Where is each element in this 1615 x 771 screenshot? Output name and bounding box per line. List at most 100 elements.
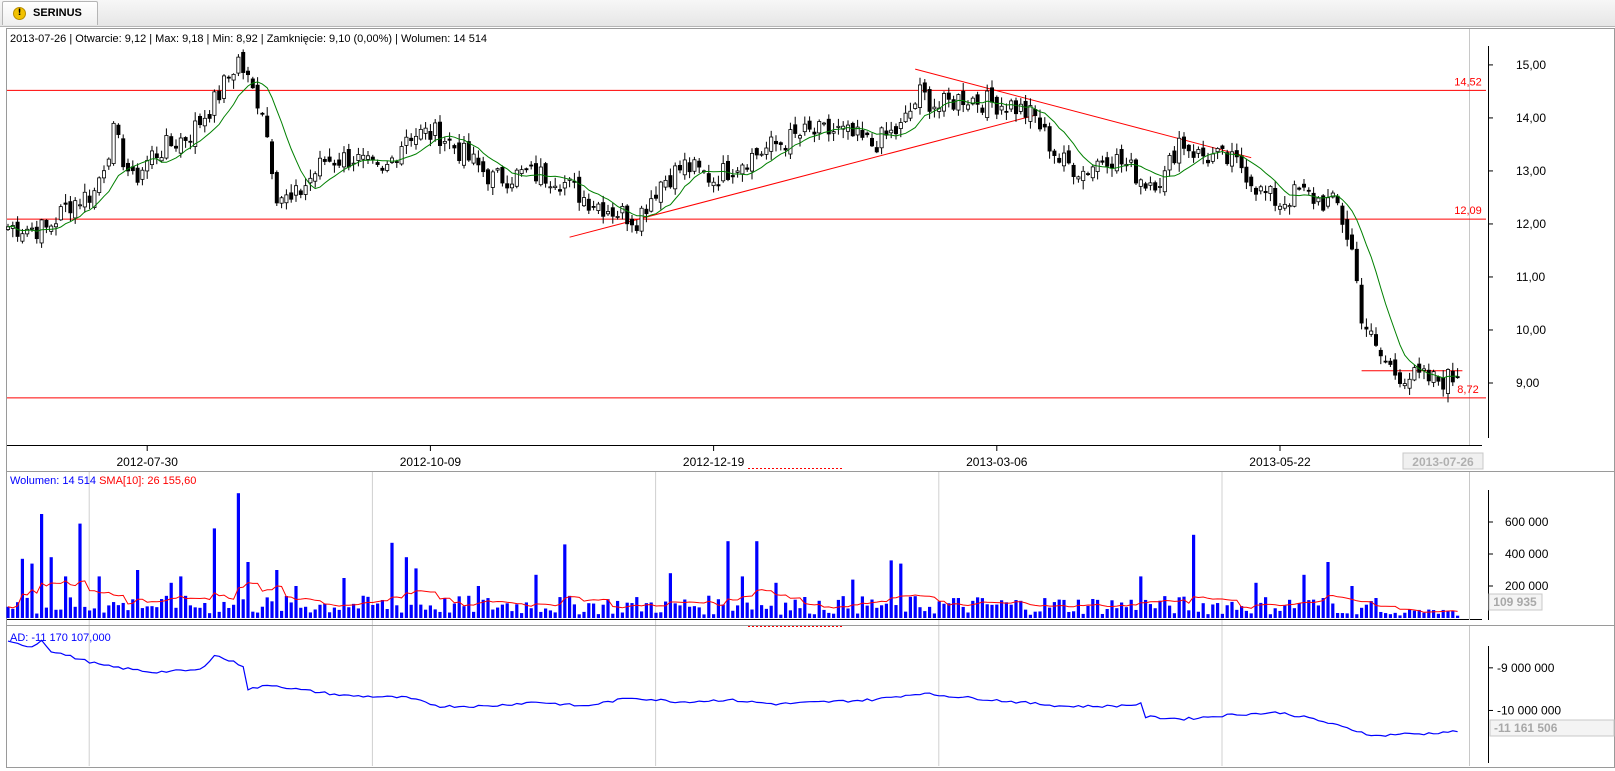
candle-body (711, 181, 716, 187)
volume-bar (769, 605, 773, 618)
candle-body (145, 160, 150, 172)
volume-bar (347, 607, 351, 618)
volume-bar (337, 609, 341, 618)
candle-body (1302, 183, 1307, 188)
ad-last-label: -11 161 506 (1494, 721, 1558, 735)
volume-bar (553, 612, 557, 618)
candle-body (231, 73, 236, 81)
volume-bar (865, 605, 869, 618)
candle-body (428, 131, 433, 140)
candle-body (961, 90, 966, 106)
volume-bar (1249, 613, 1253, 618)
candle-body (639, 207, 644, 232)
candle-body (346, 149, 351, 168)
volume-bar (356, 608, 360, 618)
candle-body (485, 169, 490, 185)
candle-body (1153, 182, 1158, 191)
volume-bar (688, 606, 692, 618)
volume-bar (1446, 610, 1450, 618)
candle-body (1297, 187, 1302, 190)
volume-bar (16, 602, 20, 618)
volume-bar (1048, 607, 1052, 618)
candle-body (509, 183, 514, 189)
volume-bar (1283, 605, 1287, 618)
date-tick-label: 2012-12-19 (683, 455, 745, 469)
volume-bar (496, 607, 500, 618)
volume-bar (198, 607, 202, 618)
candle-body (812, 131, 817, 135)
volume-bar (222, 601, 226, 618)
volume-bar (1028, 614, 1032, 618)
volume-legend: Wolumen: 14 514 SMA[10]: 26 155,60 (10, 475, 196, 487)
volume-bar (83, 606, 87, 618)
volume-bar (212, 528, 216, 618)
volume-last-label: 109 935 (1493, 595, 1537, 609)
tab-serinus[interactable]: ! SERINUS (2, 1, 98, 25)
candle-body (1350, 234, 1355, 250)
volume-bar (894, 605, 898, 618)
candle-body (337, 159, 342, 166)
candle-body (29, 227, 34, 230)
volume-bar (49, 557, 53, 618)
volume-bar (1451, 610, 1455, 618)
candle-body (44, 219, 49, 228)
volume-bar (1355, 614, 1359, 618)
candle-body (855, 126, 860, 136)
candle-body (54, 223, 59, 228)
volume-bar (1139, 576, 1143, 618)
candle-body (1383, 360, 1388, 363)
volume-bar (702, 614, 706, 618)
volume-bar (11, 608, 15, 618)
volume-bar (150, 606, 154, 618)
candle-body (1345, 219, 1350, 240)
candle-body (1167, 155, 1172, 171)
candle-body (524, 168, 529, 171)
volume-bar (1168, 605, 1172, 618)
date-axis: 2013-07-26 2012-07-30 2012-10-09 2012-12-1… (88, 445, 1484, 766)
volume-bar (745, 602, 749, 618)
candle-body (327, 156, 332, 162)
candle-body (404, 136, 409, 146)
candle-body (173, 145, 178, 149)
volume-bar (1225, 605, 1229, 618)
volume-bar (169, 582, 173, 618)
volume-bar (1216, 603, 1220, 618)
volume-bar (707, 595, 711, 618)
ad-last-box (1489, 719, 1615, 737)
candle-body (932, 106, 937, 110)
volume-bar (1100, 613, 1104, 618)
volume-bar (1288, 599, 1292, 618)
volume-bar (361, 595, 365, 618)
info-min: Min: 8,92 (212, 33, 257, 45)
volume-bar (515, 604, 519, 618)
candle-body (1105, 157, 1110, 167)
volume-bar (1110, 600, 1114, 618)
volume-bar (870, 599, 874, 618)
stock-chart[interactable]: 14,52 12,09 8,72 15,00 14,00 13,00 12,00 11,00… (5, 28, 1615, 768)
volume-bar (952, 598, 956, 618)
candle-body (644, 208, 649, 215)
volume-bar (136, 570, 140, 618)
trendline[interactable] (915, 68, 1252, 159)
candle-body (207, 114, 212, 119)
candle-body (1028, 105, 1033, 122)
volume-bar (1412, 610, 1416, 618)
volume-bar (1124, 607, 1128, 618)
candle-body (514, 169, 519, 187)
candle-body (778, 142, 783, 145)
volume-bar (112, 602, 116, 618)
volume-bar (601, 604, 605, 618)
candle-body (582, 197, 587, 207)
volume-bar (1408, 609, 1412, 618)
volume-bar (760, 605, 764, 618)
volume-bar (1432, 610, 1436, 618)
volume-bar (726, 541, 730, 618)
candle-body (860, 129, 865, 138)
volume-bar (20, 558, 24, 618)
candle-body (317, 157, 322, 177)
volume-bar (193, 607, 197, 618)
candle-body (102, 170, 107, 179)
candle-body (303, 185, 308, 195)
volume-bar (419, 604, 423, 618)
volume-bar (1292, 608, 1296, 618)
